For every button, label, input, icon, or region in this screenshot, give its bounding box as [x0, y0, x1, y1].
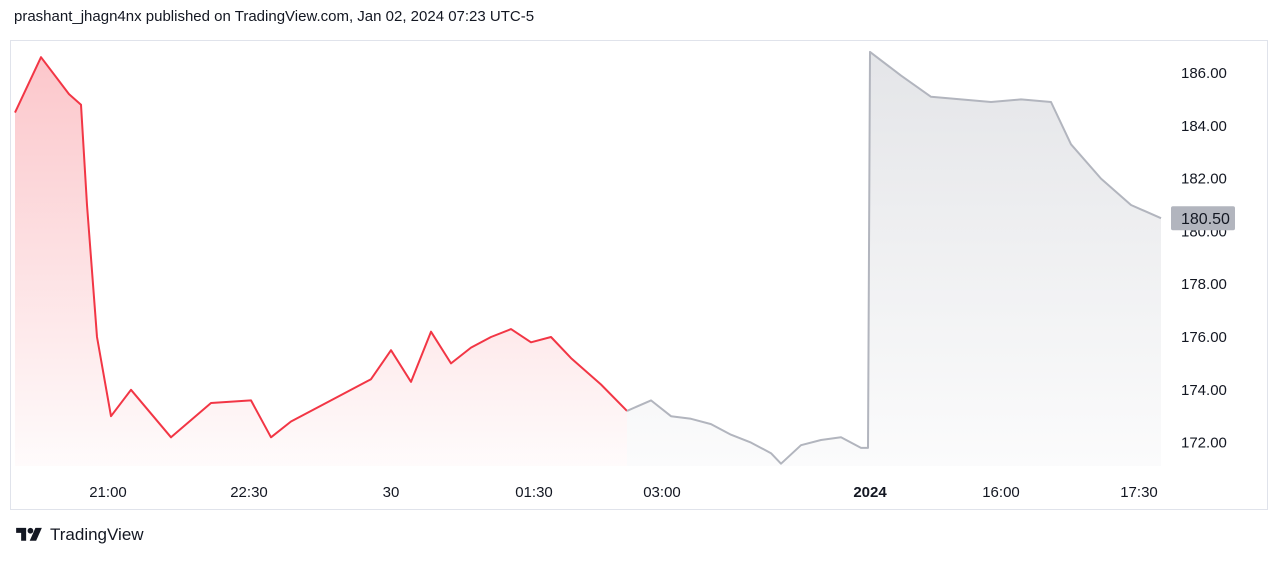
x-tick-label: 21:00 [89, 484, 127, 501]
last-price-value: 180.50 [1181, 211, 1230, 228]
price-chart[interactable]: 186.00184.00182.00180.00178.00176.00174.… [11, 41, 1267, 509]
y-tick-label: 186.00 [1181, 65, 1227, 82]
y-tick-label: 184.00 [1181, 118, 1227, 135]
y-tick-label: 176.00 [1181, 329, 1227, 346]
x-tick-label: 30 [383, 484, 400, 501]
last-price-marker: 180.50 [1171, 206, 1235, 231]
last-price-badge [1171, 206, 1235, 231]
publish-info: prashant_jhagn4nx published on TradingVi… [14, 8, 535, 25]
plot-area [14, 50, 1162, 467]
y-tick-label: 174.00 [1181, 382, 1227, 399]
regular-session-area [15, 57, 627, 466]
x-tick-label: 2024 [853, 484, 887, 501]
tradingview-logo-icon[interactable] [14, 525, 44, 545]
footer: TradingView [14, 525, 144, 545]
x-tick-label: 03:00 [643, 484, 681, 501]
extended-hours-line[interactable] [626, 50, 1162, 465]
extended-hours-area [627, 51, 1161, 467]
time-axis[interactable]: 21:00 22:30 30 01:30 03:00 2024 16:00 17:30 [89, 484, 1158, 501]
y-tick-label: 178.00 [1181, 276, 1227, 293]
y-tick-label: 182.00 [1181, 171, 1227, 188]
regular-session-line[interactable] [14, 56, 628, 439]
x-tick-label: 17:30 [1120, 484, 1158, 501]
y-tick-label: 172.00 [1181, 435, 1227, 452]
price-axis[interactable]: 186.00184.00182.00180.00178.00176.00174.… [1181, 65, 1227, 452]
x-tick-label: 22:30 [230, 484, 268, 501]
chart-frame: 186.00 184.00 182.00 180.00 178.00 176.00 174.… [10, 40, 1268, 510]
tradingview-brand[interactable]: TradingView [50, 525, 144, 544]
x-tick-label: 16:00 [982, 484, 1020, 501]
x-tick-label: 01:30 [515, 484, 553, 501]
